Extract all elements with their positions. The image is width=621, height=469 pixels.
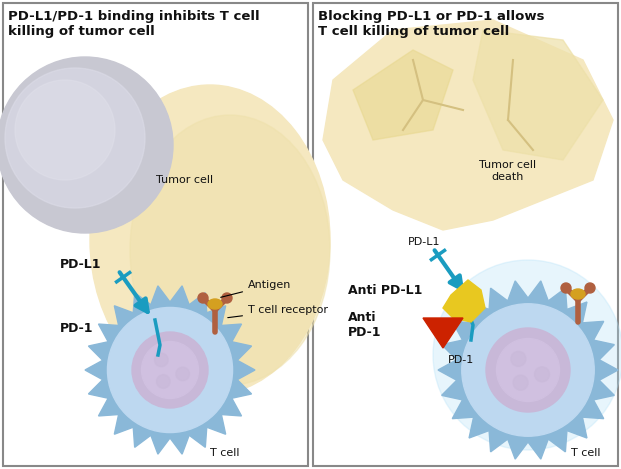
Text: Tumor cell
death: Tumor cell death bbox=[479, 160, 537, 182]
Circle shape bbox=[222, 293, 232, 303]
FancyBboxPatch shape bbox=[313, 3, 618, 466]
Circle shape bbox=[462, 304, 594, 436]
Circle shape bbox=[0, 57, 173, 233]
Circle shape bbox=[497, 339, 560, 401]
Circle shape bbox=[198, 293, 208, 303]
Circle shape bbox=[561, 283, 571, 293]
Text: T cell: T cell bbox=[571, 448, 601, 458]
Circle shape bbox=[535, 367, 550, 382]
Polygon shape bbox=[473, 30, 603, 160]
Polygon shape bbox=[443, 280, 485, 322]
Text: T cell receptor: T cell receptor bbox=[228, 305, 328, 318]
Text: Blocking PD-L1 or PD-1 allows
T cell killing of tumor cell: Blocking PD-L1 or PD-1 allows T cell kil… bbox=[318, 10, 545, 38]
Text: PD-L1: PD-L1 bbox=[408, 237, 440, 247]
Polygon shape bbox=[323, 20, 613, 230]
Text: PD-L1: PD-L1 bbox=[60, 258, 101, 272]
Text: PD-1: PD-1 bbox=[448, 355, 474, 365]
Circle shape bbox=[486, 328, 570, 412]
Circle shape bbox=[176, 367, 189, 381]
Text: Anti
PD-1: Anti PD-1 bbox=[348, 311, 381, 339]
Text: PD-L1/PD-1 binding inhibits T cell
killing of tumor cell: PD-L1/PD-1 binding inhibits T cell killi… bbox=[8, 10, 260, 38]
FancyBboxPatch shape bbox=[3, 3, 308, 466]
Text: Antigen: Antigen bbox=[220, 280, 291, 297]
Text: Anti PD-L1: Anti PD-L1 bbox=[348, 283, 422, 296]
Ellipse shape bbox=[571, 289, 585, 299]
Circle shape bbox=[156, 375, 170, 388]
Polygon shape bbox=[423, 318, 463, 348]
Polygon shape bbox=[353, 50, 453, 140]
Circle shape bbox=[15, 80, 115, 180]
Circle shape bbox=[107, 308, 232, 432]
Circle shape bbox=[132, 332, 208, 408]
Ellipse shape bbox=[208, 299, 222, 309]
Text: Tumor cell: Tumor cell bbox=[156, 175, 214, 185]
Circle shape bbox=[433, 260, 621, 450]
Circle shape bbox=[513, 375, 528, 390]
Circle shape bbox=[142, 341, 199, 399]
Circle shape bbox=[5, 68, 145, 208]
Polygon shape bbox=[85, 286, 255, 454]
Ellipse shape bbox=[90, 85, 330, 395]
Text: T cell: T cell bbox=[210, 448, 240, 458]
Circle shape bbox=[155, 353, 168, 367]
Polygon shape bbox=[438, 281, 618, 459]
Ellipse shape bbox=[130, 115, 330, 385]
Circle shape bbox=[511, 351, 526, 366]
Text: PD-1: PD-1 bbox=[60, 322, 94, 334]
Circle shape bbox=[585, 283, 595, 293]
